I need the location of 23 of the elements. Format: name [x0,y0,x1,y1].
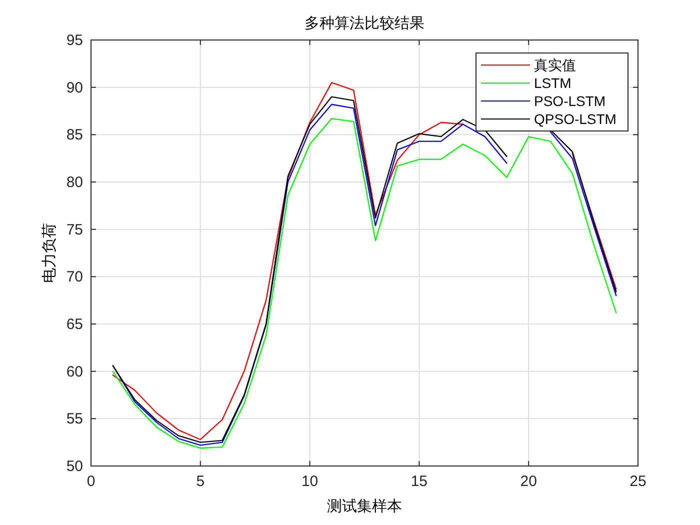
y-tick-label: 65 [66,316,83,333]
y-tick-label: 75 [66,221,83,238]
legend-label: PSO-LSTM [534,93,606,109]
x-tick-label: 15 [410,473,428,490]
x-tick-label: 20 [520,473,537,490]
y-axis-title: 电力负荷 [40,223,58,283]
x-axis-title: 测试集样本 [327,497,402,515]
x-tick-label: 25 [630,473,646,490]
y-tick-label: 70 [66,268,83,286]
chart-title: 多种算法比较结果 [304,14,424,32]
x-tick-label: 10 [301,473,318,490]
x-tick-label: 5 [196,473,205,490]
x-tick-label: 0 [86,473,96,490]
legend-label: 真实值 [534,57,576,73]
y-tick-label: 50 [66,458,83,475]
y-tick-label: 90 [66,79,83,96]
y-tick-label: 85 [66,126,83,144]
y-tick-label: 80 [66,174,83,191]
y-tick-label: 55 [66,410,83,428]
legend-label: LSTM [534,75,572,91]
legend-label: QPSO-LSTM [534,111,616,127]
y-tick-label: 95 [66,32,83,49]
y-tick-label: 60 [66,363,83,380]
